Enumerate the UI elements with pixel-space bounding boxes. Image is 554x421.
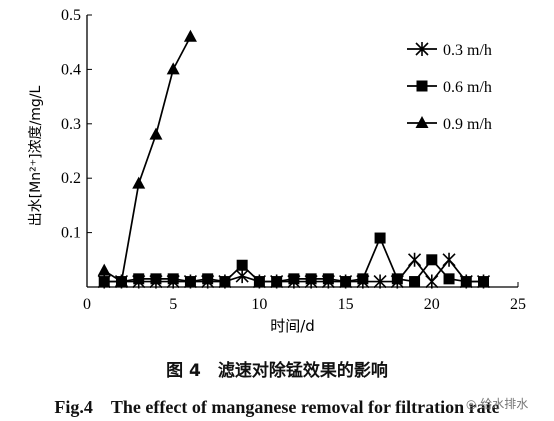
series-0-3-m-h-point <box>425 274 439 289</box>
wechat-icon: ◎ <box>466 397 481 411</box>
x-axis-label: 时间/d <box>270 317 315 335</box>
series-0-6-m-h-point <box>253 276 265 288</box>
series-0-3-m-h-point <box>373 274 387 289</box>
series-0-9-m-h-point <box>166 62 180 75</box>
series-0-6-m-h-point <box>357 273 369 285</box>
axes: 0 5 10 15 20 25 0.1 0.2 0.3 0.4 0.5 时间/d 出水[Mn²⁺]浓度/… <box>28 7 526 335</box>
x-tick-label: 20 <box>424 296 440 313</box>
y-tick-label: 0.1 <box>61 225 81 242</box>
watermark: ◎ 给水排水 <box>466 395 528 412</box>
series-0-6-m-h-point <box>409 276 421 288</box>
series-0-9-m-h-line <box>103 36 192 283</box>
series-0-9-m-h <box>97 29 197 287</box>
series-0-6-m-h-point <box>288 273 300 285</box>
series-0-9-m-h-point <box>114 274 128 287</box>
series-0-6-m-h <box>98 232 490 288</box>
legend: 0.3 m/h 0.6 m/h 0.9 m/h <box>407 42 492 133</box>
series-0-6-m-h-point <box>167 273 179 285</box>
y-tick-label: 0.5 <box>61 7 81 24</box>
y-axis-label: 出水[Mn²⁺]浓度/mg/L <box>28 85 44 226</box>
series-0-6-m-h-point <box>340 276 352 288</box>
y-tick-label: 0.4 <box>61 61 81 78</box>
legend-label: 0.9 m/h <box>443 116 492 133</box>
series-0-9-m-h-point <box>149 127 163 140</box>
series-0-6-m-h-point <box>271 276 283 288</box>
series-0-6-m-h-point <box>98 276 110 288</box>
series-0-6-m-h-point <box>460 276 472 288</box>
legend-marker <box>415 42 429 56</box>
series-0-6-m-h-point <box>184 276 196 288</box>
series-0-6-m-h-point <box>202 273 214 285</box>
series-0-6-m-h-point <box>426 254 438 266</box>
series-0-9-m-h-point <box>132 176 146 189</box>
x-tick-label: 5 <box>169 296 177 313</box>
legend-marker <box>415 116 429 128</box>
series-0-6-m-h-point <box>133 273 145 285</box>
x-tick-label: 10 <box>251 296 267 313</box>
series-0-6-m-h-point <box>219 276 231 288</box>
chart: 0 5 10 15 20 25 0.1 0.2 0.3 0.4 0.5 时间/d 出水[Mn²⁺]浓度/… <box>28 7 526 335</box>
series-0-6-m-h-point <box>305 273 317 285</box>
series-0-6-m-h-point <box>322 273 334 285</box>
x-tick-label: 0 <box>83 296 91 313</box>
series-0-6-m-h-point <box>150 273 162 285</box>
y-tick-label: 0.3 <box>61 116 81 133</box>
watermark-text: 给水排水 <box>480 397 529 411</box>
series-0-9-m-h-point <box>183 29 197 42</box>
figure-caption-chinese: 图 4 滤速对除锰效果的影响 <box>166 361 388 381</box>
x-tick-label: 25 <box>510 296 526 313</box>
series-0-6-m-h-point <box>443 273 455 285</box>
series-0-6-m-h-point <box>374 232 386 244</box>
x-tick-label: 15 <box>338 296 354 313</box>
series-0-6-m-h-point <box>236 259 248 271</box>
series-0-6-m-h-point <box>478 276 490 288</box>
legend-label: 0.3 m/h <box>443 42 492 59</box>
series-layer <box>97 29 491 289</box>
legend-label: 0.6 m/h <box>443 79 492 96</box>
legend-marker <box>416 80 428 92</box>
series-0-3-m-h-point <box>442 252 456 267</box>
series-0-9-m-h-point <box>97 263 111 276</box>
figure-caption-english: Fig.4 The effect of manganese removal fo… <box>54 397 500 417</box>
series-0-3-m-h-point <box>235 269 249 284</box>
series-0-6-m-h-point <box>391 273 403 285</box>
series-0-3-m-h-point <box>407 252 422 267</box>
y-tick-label: 0.2 <box>61 170 81 187</box>
